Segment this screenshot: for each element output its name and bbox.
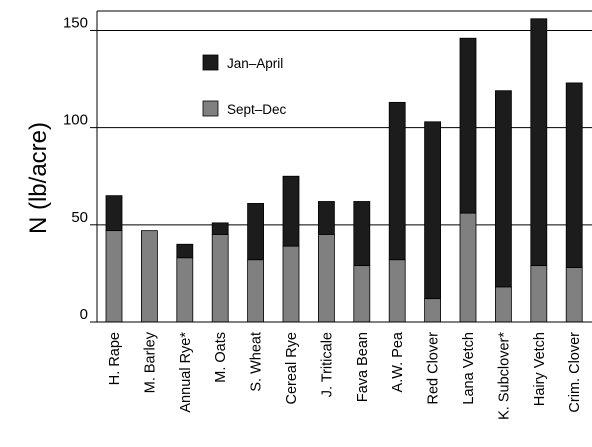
y-axis-label: N (lb/acre) — [25, 122, 52, 234]
y-tick-label-100: 100 — [63, 112, 88, 129]
bar-sept-dec-fava-bean — [353, 265, 371, 323]
x-label-s-wheat: S. Wheat — [249, 332, 265, 392]
bar-sept-dec-hairy-vetch — [530, 265, 548, 323]
bars — [105, 18, 583, 323]
x-label-k-subclover: K. Subclover* — [496, 332, 512, 420]
x-label-crim-clover: Crim. Clover — [567, 332, 583, 413]
x-label-m-oats: M. Oats — [213, 332, 229, 383]
bar-sept-dec-crim-clover — [565, 267, 583, 323]
legend: Jan–April Sept–Dec — [202, 54, 287, 117]
bar-sept-dec-k-subclover — [494, 286, 512, 323]
x-axis-category-labels: H. Rape M. Barley Annual Rye* M. Oats S. Whe… — [107, 331, 583, 420]
x-label-j-triticale: J. Triticale — [319, 332, 335, 397]
legend-label-sept-dec: Sept–Dec — [227, 102, 287, 117]
bar-jan-april-h-rape — [105, 195, 123, 232]
y-tick-label-0: 0 — [80, 306, 88, 323]
legend-swatch-jan-april — [202, 54, 219, 71]
bar-jan-april-k-subclover — [494, 90, 512, 288]
bar-sept-dec-a-w-pea — [388, 259, 406, 323]
x-label-h-rape: H. Rape — [107, 332, 123, 385]
bar-sept-dec-annual-rye — [176, 257, 194, 323]
legend-label-jan-april: Jan–April — [227, 56, 283, 71]
x-label-red-clover: Red Clover — [426, 332, 442, 405]
bar-jan-april-hairy-vetch — [530, 18, 548, 267]
axes — [96, 10, 592, 323]
bar-jan-april-lana-vetch — [459, 37, 477, 214]
x-label-a-w-pea: A.W. Pea — [390, 331, 406, 392]
bar-sept-dec-cereal-rye — [282, 245, 300, 323]
x-label-fava-bean: Fava Bean — [355, 332, 371, 402]
bar-jan-april-s-wheat — [247, 203, 265, 261]
y-tick-label-50: 50 — [71, 209, 88, 226]
x-label-lana-vetch: Lana Vetch — [461, 332, 477, 405]
bar-sept-dec-s-wheat — [247, 259, 265, 323]
legend-swatch-sept-dec — [202, 100, 219, 117]
bar-jan-april-cereal-rye — [282, 175, 300, 247]
bar-jan-april-fava-bean — [353, 201, 371, 267]
bar-sept-dec-lana-vetch — [459, 212, 477, 323]
x-label-annual-rye: Annual Rye* — [178, 332, 194, 413]
x-label-cereal-rye: Cereal Rye — [284, 332, 300, 405]
y-axis-ticks: 0 50 100 150 — [63, 14, 97, 323]
bar-sept-dec-m-oats — [211, 234, 229, 323]
bar-sept-dec-m-barley — [140, 230, 158, 323]
bar-jan-april-m-oats — [211, 222, 229, 235]
bar-jan-april-j-triticale — [317, 201, 335, 235]
x-label-hairy-vetch: Hairy Vetch — [532, 332, 548, 406]
bar-sept-dec-h-rape — [105, 230, 123, 323]
y-tick-label-150: 150 — [63, 14, 88, 31]
bar-sept-dec-red-clover — [424, 298, 442, 323]
bar-jan-april-crim-clover — [565, 82, 583, 268]
x-label-m-barley: M. Barley — [142, 331, 158, 393]
bar-jan-april-annual-rye — [176, 243, 194, 259]
bar-sept-dec-j-triticale — [317, 234, 335, 323]
bar-jan-april-a-w-pea — [388, 101, 406, 261]
bar-jan-april-red-clover — [424, 121, 442, 300]
grid-lines — [97, 29, 592, 226]
